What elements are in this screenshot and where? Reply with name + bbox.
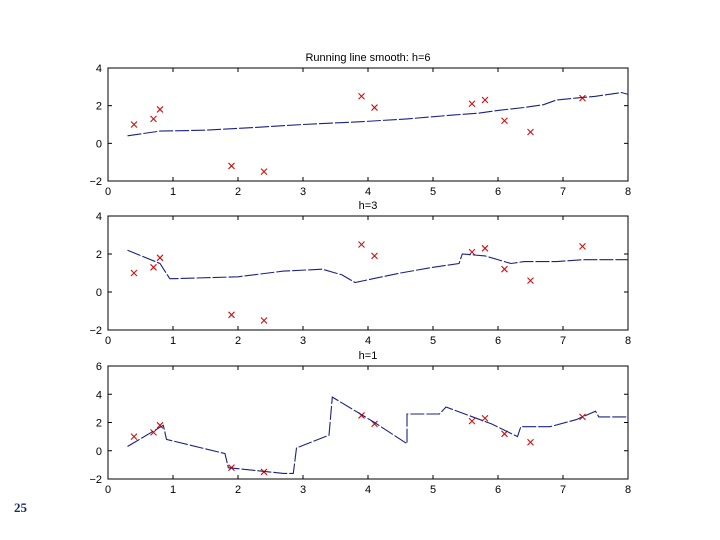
x-tick-label: 5 xyxy=(430,335,436,347)
data-point-marker xyxy=(371,252,378,260)
x-tick-label: 7 xyxy=(560,335,566,347)
data-point-marker xyxy=(481,244,489,252)
x-tick-label: 5 xyxy=(430,484,436,496)
y-tick-label: 2 xyxy=(96,418,102,430)
smooth-line xyxy=(127,396,628,474)
data-point-marker xyxy=(501,265,508,273)
data-point-marker xyxy=(358,241,365,248)
chart-title: Running line smooth: h=6 xyxy=(305,52,430,64)
data-point-marker xyxy=(468,100,476,108)
x-tick-label: 6 xyxy=(495,186,501,198)
x-tick-label: 3 xyxy=(300,484,306,496)
data-point-marker xyxy=(579,94,586,102)
data-point-marker xyxy=(481,96,489,104)
slide-number: 25 xyxy=(14,500,27,515)
x-tick-label: 7 xyxy=(560,484,566,496)
data-point-marker xyxy=(260,317,268,324)
data-point-marker xyxy=(468,417,476,425)
x-tick-label: 3 xyxy=(300,335,306,347)
x-tick-label: 8 xyxy=(625,186,631,198)
data-point-marker xyxy=(527,277,534,284)
data-point-marker xyxy=(228,311,235,319)
x-tick-label: 8 xyxy=(625,335,631,347)
chart-title: h=1 xyxy=(359,350,378,362)
data-point-marker xyxy=(156,254,164,262)
x-tick-label: 0 xyxy=(105,186,111,198)
y-tick-label: 0 xyxy=(96,138,102,150)
y-tick-label: 4 xyxy=(96,63,102,75)
x-tick-label: 0 xyxy=(105,335,111,347)
data-point-marker xyxy=(130,121,138,128)
x-tick-label: 7 xyxy=(560,186,566,198)
x-tick-label: 8 xyxy=(625,484,631,496)
axes-frame xyxy=(107,215,629,331)
x-tick-label: 2 xyxy=(235,335,241,347)
x-tick-label: 0 xyxy=(105,484,111,496)
y-tick-label: 2 xyxy=(96,101,102,113)
data-point-marker xyxy=(371,104,378,111)
data-point-marker xyxy=(579,243,586,250)
y-tick-label: 4 xyxy=(96,211,102,223)
y-tick-label: −2 xyxy=(89,474,102,486)
smooth-line xyxy=(127,91,629,137)
y-tick-label: 2 xyxy=(96,249,102,261)
x-tick-label: 6 xyxy=(495,484,501,496)
x-tick-label: 4 xyxy=(365,335,371,347)
data-point-marker xyxy=(358,92,365,100)
y-tick-label: 6 xyxy=(96,361,102,373)
x-tick-label: 4 xyxy=(365,186,371,198)
x-tick-label: 1 xyxy=(170,186,176,198)
data-point-marker xyxy=(130,433,138,441)
axes-frame xyxy=(107,365,629,480)
data-point-marker xyxy=(130,269,138,277)
data-point-marker xyxy=(150,263,157,271)
y-tick-label: 0 xyxy=(96,287,102,299)
data-point-marker xyxy=(156,106,164,113)
y-tick-label: −2 xyxy=(89,176,102,188)
data-point-marker xyxy=(260,168,268,175)
data-point-marker xyxy=(228,162,235,170)
x-tick-label: 2 xyxy=(235,484,241,496)
data-point-marker xyxy=(150,115,157,123)
y-tick-label: 4 xyxy=(96,389,102,401)
axes-frame xyxy=(107,67,629,182)
x-tick-label: 1 xyxy=(170,335,176,347)
x-tick-label: 5 xyxy=(430,186,436,198)
x-tick-label: 2 xyxy=(235,186,241,198)
x-tick-label: 4 xyxy=(365,484,371,496)
data-point-marker xyxy=(527,438,534,446)
chart-title: h=3 xyxy=(359,200,378,212)
y-tick-label: −2 xyxy=(89,325,102,337)
smooth-line xyxy=(127,249,628,284)
x-tick-label: 6 xyxy=(495,335,501,347)
x-tick-label: 3 xyxy=(300,186,306,198)
data-point-marker xyxy=(527,128,534,136)
data-point-marker xyxy=(156,421,164,429)
x-tick-label: 1 xyxy=(170,484,176,496)
y-tick-label: 0 xyxy=(96,446,102,458)
data-point-marker xyxy=(501,117,508,125)
